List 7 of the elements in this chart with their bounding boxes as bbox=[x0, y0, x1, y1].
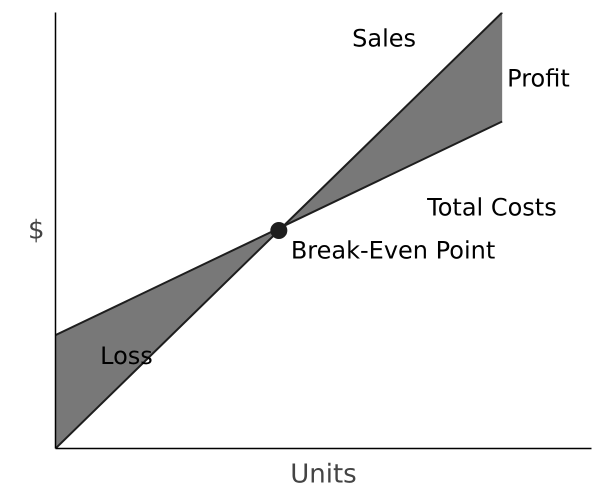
annotation: Loss bbox=[100, 342, 153, 370]
annotation: Break-Even Point bbox=[290, 236, 496, 264]
series-label: Total Costs bbox=[426, 194, 557, 222]
annotation: Profit bbox=[507, 64, 570, 92]
series-label: Sales bbox=[352, 24, 416, 52]
y-axis-title: $ bbox=[28, 216, 45, 246]
x-axis-title: Units bbox=[290, 460, 357, 490]
